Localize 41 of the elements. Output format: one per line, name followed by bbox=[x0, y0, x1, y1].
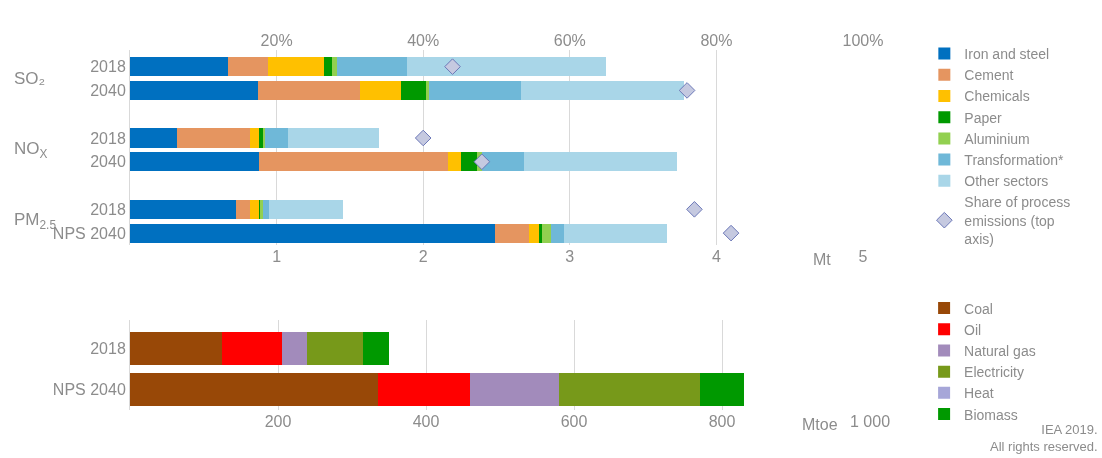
legend-label: Other sectors bbox=[964, 173, 1049, 190]
legend-label: Share of process emissions (top axis) bbox=[964, 194, 1071, 247]
legend-label: Electricity bbox=[964, 364, 1025, 381]
x2-tick-label: 100% bbox=[842, 31, 884, 49]
legend-label: Cement bbox=[964, 67, 1014, 84]
legend-label: Transformation* bbox=[964, 152, 1064, 169]
x-axis-title: Mtoe bbox=[802, 416, 838, 433]
y-tick-label: NPS 2040 bbox=[52, 381, 126, 399]
x-tick-label: 4 bbox=[711, 248, 721, 265]
x-tick-label: 1 000 bbox=[849, 413, 891, 430]
x-tick-label: 2 bbox=[418, 248, 428, 265]
x-tick-label: 400 bbox=[412, 413, 440, 430]
x-tick-label: 5 bbox=[858, 248, 868, 265]
legend-label: Natural gas bbox=[964, 342, 1036, 359]
legend-label: Coal bbox=[964, 300, 993, 317]
legend-label: Heat bbox=[964, 385, 994, 402]
y-tick-label: 2018 bbox=[90, 58, 126, 76]
legend-label: Iron and steel bbox=[964, 46, 1050, 63]
x-tick-label: 3 bbox=[565, 248, 575, 265]
legend-label: Chemicals bbox=[964, 88, 1030, 105]
legend-label: Paper bbox=[964, 109, 1003, 126]
x2-tick-label: 60% bbox=[553, 31, 586, 49]
legend-label: Oil bbox=[964, 321, 982, 338]
legend-label: Biomass bbox=[964, 406, 1018, 423]
x2-tick-label: 40% bbox=[407, 31, 440, 49]
x-tick-label: 800 bbox=[708, 413, 736, 430]
text: SO₂ bbox=[14, 69, 46, 88]
x2-tick-label: 20% bbox=[260, 31, 293, 49]
x-tick-label: 1 bbox=[272, 248, 282, 265]
x-tick-label: 600 bbox=[560, 413, 588, 430]
y-tick-label: 2018 bbox=[90, 340, 126, 358]
y-tick-label: 2018 bbox=[90, 200, 126, 218]
text: IEA 2019. All rights reserved. bbox=[990, 422, 1098, 454]
legend-label: Aluminium bbox=[964, 130, 1030, 147]
text: NO$_{X}$ bbox=[14, 139, 48, 161]
y-tick-label: 2040 bbox=[90, 153, 126, 171]
y-tick-label: 2018 bbox=[90, 129, 126, 147]
x2-tick-label: 80% bbox=[700, 31, 733, 49]
x-axis-title: Mt bbox=[813, 251, 832, 268]
y-tick-label: 2040 bbox=[90, 82, 126, 100]
x-tick-label: 200 bbox=[264, 413, 292, 430]
